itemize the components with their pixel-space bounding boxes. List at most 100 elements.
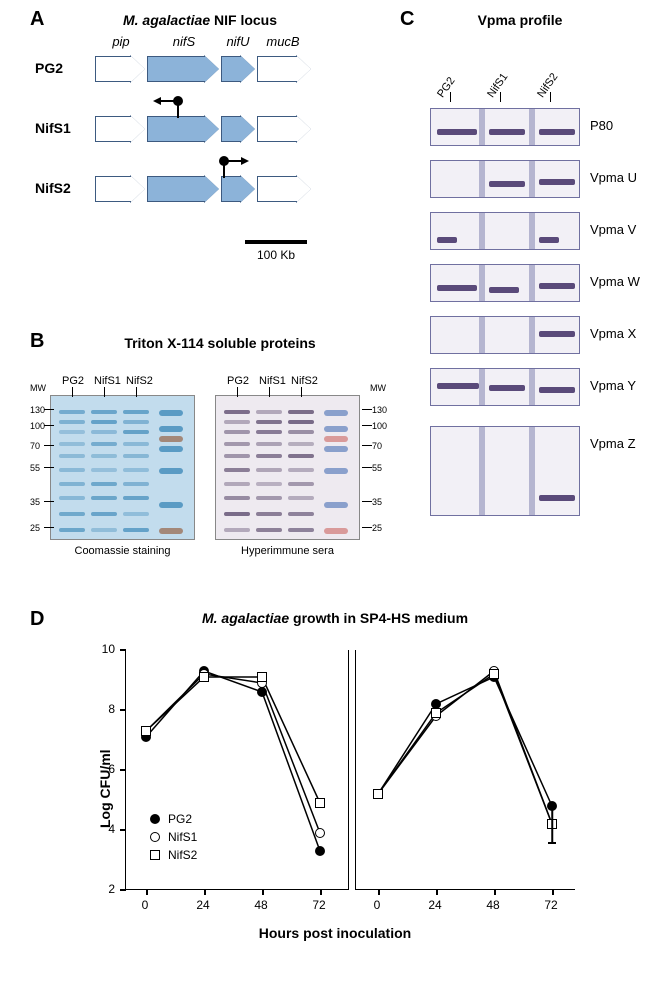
- gene-body: [257, 56, 297, 82]
- panel-c: PG2 NifS1 NifS2 P80Vpma UVpma VVpma WVpm…: [405, 10, 645, 570]
- chart-marker: [315, 798, 325, 808]
- blot-divider: [479, 109, 485, 145]
- blot-band: [539, 495, 575, 501]
- scale-bar: [245, 240, 307, 244]
- gel-band: [256, 430, 282, 434]
- gene-body: [221, 116, 241, 142]
- blot-band: [437, 237, 457, 243]
- gel-band: [91, 482, 117, 486]
- blot-band: [539, 331, 575, 337]
- x-tick-label: 0: [362, 898, 392, 912]
- lane-tick: [450, 92, 451, 102]
- x-axis-label: Hours post inoculation: [65, 925, 605, 941]
- x-tick-label: 48: [246, 898, 276, 912]
- gel-band: [288, 430, 314, 434]
- insert-arrow-line: [161, 100, 177, 102]
- blot-band: [489, 129, 525, 135]
- blot-divider: [479, 213, 485, 249]
- blot-label: Vpma W: [590, 274, 640, 289]
- blot-box: [430, 264, 580, 302]
- gel-band: [59, 442, 85, 446]
- mw-tick: [44, 445, 54, 446]
- gene-label-nifs: nifS: [149, 34, 219, 49]
- gel-band: [123, 512, 149, 516]
- gel-band: [224, 496, 250, 500]
- legend-marker-pg2: [150, 814, 160, 824]
- gene-head: [205, 176, 219, 202]
- blot-divider: [479, 427, 485, 515]
- mw-tick: [362, 445, 372, 446]
- mw-value: 55: [372, 463, 382, 473]
- gel-band: [256, 420, 282, 424]
- gene-head: [241, 176, 255, 202]
- x-tick: [146, 889, 148, 895]
- ladder-band: [159, 446, 183, 452]
- gel-band: [59, 468, 85, 472]
- chart-marker: [199, 672, 209, 682]
- chart-legend: PG2 NifS1 NifS2: [150, 810, 197, 864]
- vpma-lane-pg2: PG2: [435, 75, 457, 100]
- gene-head: [205, 116, 219, 142]
- gel-band: [288, 528, 314, 532]
- gel-band: [224, 410, 250, 414]
- gel-band: [59, 454, 85, 458]
- gel-band: [91, 468, 117, 472]
- gel-band: [224, 442, 250, 446]
- gel-band: [59, 496, 85, 500]
- blot-label: Vpma Y: [590, 378, 636, 393]
- mw-tick: [362, 527, 372, 528]
- blot-box: [430, 426, 580, 516]
- mw-tick: [362, 501, 372, 502]
- x-tick-label: 24: [188, 898, 218, 912]
- y-tick-label: 4: [95, 822, 115, 836]
- mw-value: 70: [372, 441, 382, 451]
- gel-band: [123, 410, 149, 414]
- gel-band: [224, 420, 250, 424]
- mw-tick: [362, 467, 372, 468]
- mw-tick: [362, 425, 372, 426]
- chart-marker: [257, 687, 267, 697]
- mw-tick: [44, 527, 54, 528]
- ladder-band: [324, 528, 348, 534]
- gel-band: [224, 430, 250, 434]
- lane-tick: [500, 92, 501, 102]
- gel-band: [123, 528, 149, 532]
- gene-body: [95, 56, 131, 82]
- blot-divider: [529, 213, 535, 249]
- gel-band: [123, 496, 149, 500]
- x-tick-label: 48: [478, 898, 508, 912]
- gel-band: [123, 430, 149, 434]
- blot-divider: [529, 161, 535, 197]
- gel-band: [256, 454, 282, 458]
- legend-marker-nifs1: [150, 832, 160, 842]
- gel-band: [288, 442, 314, 446]
- chart-marker: [257, 672, 267, 682]
- legend-label-nifs2: NifS2: [168, 848, 197, 862]
- x-tick-label: 72: [304, 898, 334, 912]
- gene-label-pip: pip: [97, 34, 145, 49]
- mw-value: 130: [372, 405, 387, 415]
- gel-band: [256, 528, 282, 532]
- mw-tick: [44, 467, 54, 468]
- chart-marker: [141, 726, 151, 736]
- row-label: PG2: [35, 60, 63, 76]
- mw-tick: [44, 425, 54, 426]
- mw-value: 100: [30, 421, 45, 431]
- gene-head: [297, 116, 311, 142]
- gel-band: [59, 430, 85, 434]
- ladder-band: [324, 410, 348, 416]
- ladder-band: [159, 528, 183, 534]
- gel-band: [288, 482, 314, 486]
- blot-label: Vpma X: [590, 326, 636, 341]
- legend-label-pg2: PG2: [168, 812, 192, 826]
- x-tick: [204, 889, 206, 895]
- blot-box: [430, 108, 580, 146]
- lane-tick: [301, 387, 302, 397]
- legend-row: PG2: [150, 810, 197, 828]
- gene-head: [205, 56, 219, 82]
- lane-tick: [269, 387, 270, 397]
- panel-d: M. agalactiae growth in SP4-HS medium Lo…: [65, 610, 605, 970]
- blot-divider: [479, 161, 485, 197]
- mw-right-label: MW: [370, 383, 386, 393]
- blot-band: [437, 129, 477, 135]
